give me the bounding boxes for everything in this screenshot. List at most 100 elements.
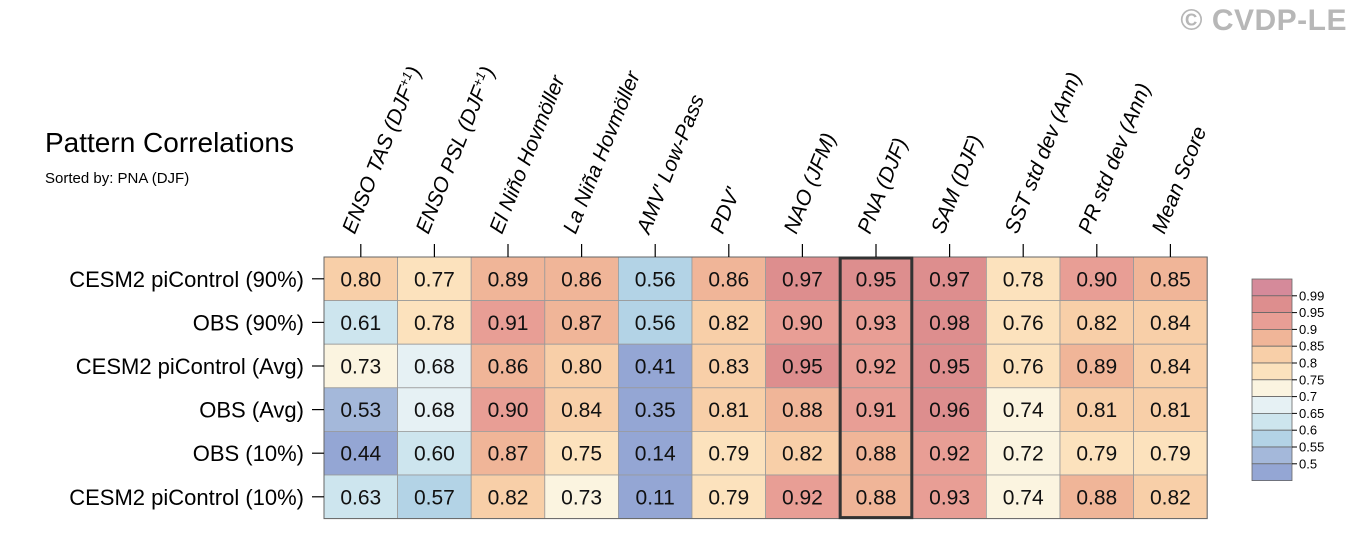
heatmap-cell	[1059, 474, 1134, 519]
cell-value: 0.97	[929, 268, 970, 291]
cell-value: 0.56	[635, 312, 676, 335]
column-label-text: PNA (DJF)	[853, 135, 912, 237]
cell-value: 0.56	[635, 268, 676, 291]
cell-value: 0.74	[1003, 399, 1044, 422]
cell-value: 0.93	[856, 312, 897, 335]
heatmap-cell	[986, 387, 1061, 432]
colorbar-label: 0.6	[1299, 423, 1317, 438]
heatmap-cell	[765, 343, 840, 389]
cell-value: 0.76	[1003, 312, 1044, 335]
row-label: OBS (10%)	[193, 441, 304, 466]
heatmap-cell	[618, 474, 693, 519]
colorbar-label: 0.99	[1299, 288, 1324, 303]
axis-ticks	[312, 244, 1172, 498]
cell-value: 0.81	[1076, 399, 1117, 422]
cell-value: 0.75	[561, 443, 602, 466]
heatmap-cell	[618, 300, 693, 345]
cell-value: 0.57	[414, 486, 455, 509]
colorbar-label: 0.7	[1299, 389, 1317, 404]
column-labels: ENSO TAS (DJF+1)ENSO PSL (DJF+1)El Niño …	[337, 63, 1211, 239]
colorbar-label: 0.55	[1299, 440, 1324, 455]
cell-value: 0.79	[1076, 443, 1117, 466]
cell-value: 0.84	[1150, 312, 1191, 335]
colorbar-swatch	[1251, 312, 1293, 330]
cell-value: 0.82	[782, 443, 823, 466]
column-label: PNA (DJF)	[853, 135, 912, 237]
row-label: OBS (Avg)	[199, 398, 304, 423]
cell-value: 0.93	[929, 486, 970, 509]
column-label-text: La Niña Hovmöller	[559, 67, 645, 237]
cell-value: 0.60	[414, 443, 455, 466]
heatmap-cell	[397, 474, 472, 519]
colorbar-swatch	[1251, 328, 1293, 347]
column-label: La Niña Hovmöller	[559, 67, 645, 237]
heatmap-cell	[1133, 256, 1208, 301]
heatmap-cell	[986, 430, 1061, 476]
cell-value: 0.86	[708, 268, 749, 291]
heatmap-cell	[1059, 430, 1134, 476]
cell-value: 0.82	[1076, 312, 1117, 335]
row-label: CESM2 piControl (Avg)	[76, 354, 304, 379]
heatmap-cell	[838, 256, 914, 301]
cell-value: 0.61	[340, 312, 381, 335]
cell-value: 0.98	[929, 312, 970, 335]
cell-value: 0.86	[488, 356, 529, 379]
colorbar-label: 0.5	[1299, 456, 1317, 471]
column-label-superscript: +1	[395, 69, 414, 88]
cell-value: 0.78	[414, 312, 455, 335]
cell-value: 0.77	[414, 268, 455, 291]
column-label-text: AMV' Low-Pass	[632, 91, 710, 239]
cell-value: 0.95	[856, 268, 897, 291]
cell-value: 0.92	[929, 443, 970, 466]
colorbar-label: 0.8	[1299, 356, 1317, 371]
cell-value: 0.82	[488, 486, 529, 509]
heatmap-cell	[1133, 430, 1208, 476]
colorbar-swatch	[1251, 463, 1293, 481]
cell-value: 0.73	[340, 356, 381, 379]
cell-value: 0.85	[1150, 268, 1191, 291]
chart-title: Pattern Correlations	[45, 127, 295, 158]
heatmap-cell	[397, 387, 472, 432]
cell-value: 0.83	[708, 356, 749, 379]
column-label: PR std dev (Ann)	[1074, 80, 1155, 237]
cell-value: 0.87	[561, 312, 602, 335]
column-label: SAM (DJF)	[927, 132, 987, 237]
heatmap-cell	[323, 300, 398, 345]
column-label: PDV'	[706, 184, 745, 237]
cell-value: 0.79	[708, 486, 749, 509]
heatmap-cell	[691, 387, 766, 432]
cell-value: 0.96	[929, 399, 970, 422]
column-label-superscript: +1	[469, 69, 488, 88]
heatmap-cell	[986, 474, 1061, 519]
cell-value: 0.11	[636, 486, 675, 509]
column-label: NAO (JFM)	[780, 130, 841, 237]
cell-value: 0.92	[782, 486, 823, 509]
heatmap-cell	[323, 474, 398, 519]
row-labels: CESM2 piControl (90%) OBS (90%) CESM2 piCo…	[69, 267, 304, 510]
heatmap-cell	[323, 387, 398, 432]
cell-value: 0.88	[856, 443, 897, 466]
cell-value: 0.88	[782, 399, 823, 422]
cell-value: 0.63	[340, 486, 381, 509]
cell-value: 0.79	[1150, 443, 1191, 466]
cell-value: 0.68	[414, 356, 455, 379]
cell-value: 0.14	[635, 443, 676, 466]
cell-value: 0.79	[708, 443, 749, 466]
column-label-text: ENSO PSL (DJF	[412, 83, 492, 237]
column-label-text: El Niño Hovmöller	[485, 72, 570, 237]
heatmap-border	[323, 256, 1208, 520]
colorbar-swatch	[1251, 379, 1293, 397]
row-label: CESM2 piControl (90%)	[69, 267, 304, 292]
column-label-text: PR std dev (Ann)	[1074, 80, 1155, 237]
colorbar-swatch	[1251, 429, 1293, 448]
cell-value: 0.80	[340, 268, 381, 291]
heatmap-cell	[618, 430, 693, 476]
cell-value: 0.97	[782, 268, 823, 291]
heatmap-cell	[1059, 387, 1134, 432]
heatmap-cell	[1059, 256, 1134, 301]
heatmap-cell	[544, 474, 619, 519]
column-label: ENSO TAS (DJF+1)	[337, 63, 426, 237]
cell-value: 0.89	[1076, 356, 1117, 379]
column-label: El Niño Hovmöller	[485, 72, 570, 237]
